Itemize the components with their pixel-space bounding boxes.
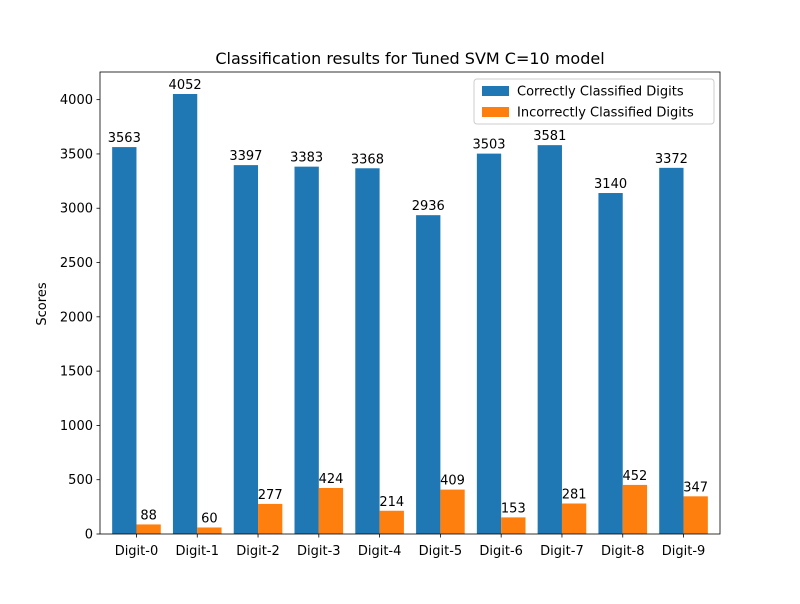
bar-correct-digit-1: [172, 94, 198, 534]
bar-value-label: 3368: [351, 152, 384, 167]
plot-area-border: [99, 71, 721, 535]
bar-correct-digit-0: [112, 147, 137, 534]
x-tick-label: Digit-7: [540, 544, 584, 559]
bar-incorrect-digit-2: [258, 503, 283, 534]
y-tick-label: 500: [68, 473, 93, 488]
x-axis: Digit-0 Digit-1 Digit-2 Digit-3 Digit-4 Digit…: [115, 534, 706, 559]
bar-incorrect-digit-3: [318, 487, 344, 534]
bar-value-label: 88: [140, 508, 157, 523]
bar-value-label: 3563: [108, 131, 141, 146]
y-tick-label: 2500: [60, 256, 93, 271]
bar-incorrect-digit-0: [136, 524, 161, 534]
legend: Correctly Classified Digits Incorrectly C…: [473, 78, 715, 125]
y-tick-label: 0: [85, 528, 93, 543]
y-tick-label: 3500: [60, 147, 93, 162]
chart-title: Classification results for Tuned SVM C=1…: [215, 49, 604, 68]
bar-correct-digit-3: [294, 166, 319, 534]
x-tick-label: Digit-2: [236, 544, 280, 559]
bar-value-label: 347: [683, 480, 708, 495]
bar-value-label: 409: [440, 474, 465, 489]
bar-correct-digit-2: [233, 165, 259, 534]
bar-correct-digit-7: [537, 145, 562, 534]
x-tick-label: Digit-3: [297, 544, 341, 559]
bar-value-label: 3383: [290, 151, 323, 166]
bar-incorrect-digit-8: [622, 484, 648, 534]
bar-value-label: 3372: [655, 152, 688, 167]
bar-value-label: 3397: [229, 149, 262, 164]
bar-correct-digit-4: [355, 168, 380, 534]
bar-correct-digit-6: [476, 153, 502, 534]
plot-frame: [99, 71, 721, 535]
legend-box: [473, 78, 715, 125]
x-tick-label: Digit-0: [115, 544, 159, 559]
bar-value-label: 3140: [594, 177, 627, 192]
legend-label-incorrect: Incorrectly Classified Digits: [517, 106, 694, 121]
bar-value-label: 2936: [412, 199, 445, 214]
y-tick-label: 4000: [60, 93, 93, 108]
bar-value-label: 153: [501, 501, 526, 516]
bar-incorrect-digit-7: [561, 503, 587, 534]
bar-value-label: 424: [319, 472, 344, 487]
legend-swatch-incorrect: [482, 107, 509, 117]
bar-value-label: 452: [622, 469, 647, 484]
x-tick-label: Digit-9: [662, 544, 706, 559]
bar-incorrect-digit-5: [440, 489, 465, 534]
bar-correct-digit-5: [416, 215, 441, 534]
x-tick-label: Digit-8: [601, 544, 645, 559]
bar-value-label: 281: [562, 487, 587, 502]
legend-swatch-correct: [482, 86, 509, 96]
bars-layer: [112, 94, 708, 534]
bar-labels-layer: 3563 4052 3397 3383 3368 2936 3503 3581 3140 3372…: [108, 78, 708, 526]
bar-incorrect-digit-9: [683, 496, 708, 534]
y-tick-label: 2000: [60, 310, 93, 325]
bar-value-label: 214: [379, 495, 404, 510]
bar-value-label: 3581: [533, 129, 566, 144]
x-tick-label: Digit-4: [358, 544, 402, 559]
bar-correct-digit-8: [598, 193, 623, 534]
x-tick-label: Digit-5: [419, 544, 463, 559]
y-axis-label: Scores: [35, 282, 50, 325]
bar-value-label: 60: [201, 511, 218, 526]
x-tick-label: Digit-6: [479, 544, 523, 559]
bar-incorrect-digit-6: [501, 517, 526, 534]
bar-value-label: 277: [258, 488, 283, 503]
bar-incorrect-digit-4: [379, 510, 404, 534]
bar-value-label: 3503: [472, 138, 505, 153]
bar-value-label: 4052: [169, 78, 202, 93]
y-tick-label: 3000: [60, 202, 93, 217]
y-axis: 0 500 1000 1500 2000 2500 3000 3500 4000: [60, 93, 100, 543]
bar-incorrect-digit-1: [197, 527, 222, 534]
y-tick-label: 1500: [60, 365, 93, 380]
x-tick-label: Digit-1: [175, 544, 219, 559]
bar-correct-digit-9: [659, 167, 684, 534]
y-tick-label: 1000: [60, 419, 93, 434]
legend-label-correct: Correctly Classified Digits: [517, 85, 684, 100]
